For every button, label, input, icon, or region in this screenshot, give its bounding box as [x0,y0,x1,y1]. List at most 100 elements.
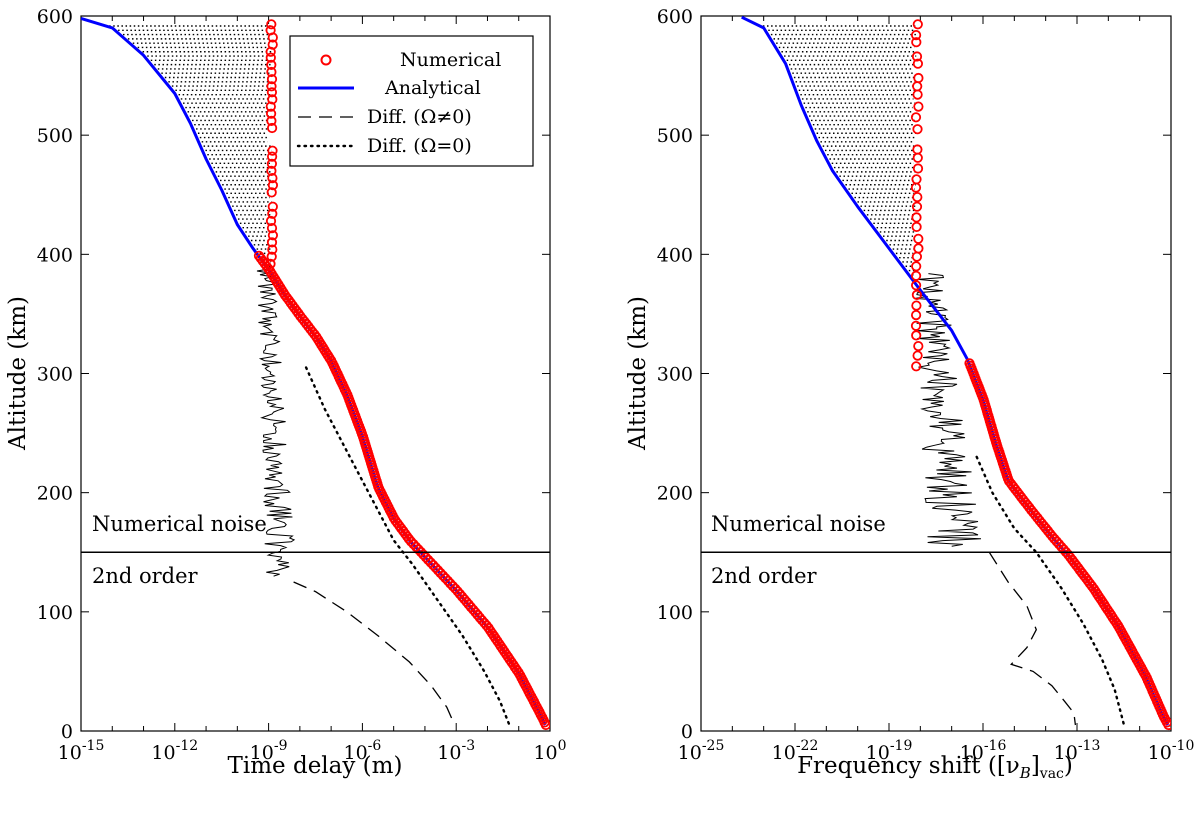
numerical-marker [910,280,922,291]
y-tick-label: 300 [657,364,693,386]
x-tick-label: 10-16 [960,738,1007,764]
numerical-marker [267,145,278,156]
numerical-marker [265,108,277,119]
x-tick-label: 10-6 [343,738,381,764]
y-tick-label: 0 [681,721,693,743]
region-label-second-order: 2nd order [711,564,818,588]
legend-marker-numerical [320,54,332,66]
numerical-marker [911,201,923,212]
numerical-marker [912,152,923,163]
y-axis-label: Altitude (km) [5,296,31,451]
numerical-marker [267,32,278,43]
numerical-marker [410,541,422,552]
numerical-marker [912,58,924,69]
numerical-marker [255,253,266,264]
region-label-numerical-noise: Numerical noise [711,512,886,536]
numerical-marker [266,59,277,71]
numerical-marker [267,94,278,105]
numerical-marker [911,174,922,185]
numerical-marker [911,221,922,232]
numerical-marker [267,208,278,219]
y-tick-label: 500 [37,125,73,147]
numerical-marker [910,270,922,281]
legend: Numerical Analytical Diff. (Ω≠0) Diff. (… [289,35,534,167]
numerical-marker [266,87,277,98]
x-tick-label: 10-15 [58,738,105,764]
numerical-marker [1005,478,1017,489]
x-axis-label: Time delay (m) [228,753,403,779]
numerical-marker [910,309,922,321]
diff-omega-nonzero-noise [914,273,982,547]
numerical-marker [266,115,277,127]
x-tick-label: 10-13 [1054,738,1101,764]
axis-ticks: 0 100 200 300 400 500 600 10-15 10-12 10-9 10-6 10-… [37,6,567,764]
legend-label-numerical: Numerical [400,49,501,71]
numerical-marker [910,29,922,41]
numerical-marker [911,300,922,311]
x-tick-label: 10-3 [437,738,475,764]
region-label-numerical-noise: Numerical noise [92,512,267,536]
numerical-marker [266,251,277,262]
numerical-marker [911,261,922,272]
legend-label-analytical: Analytical [384,77,481,99]
numerical-marker [910,320,922,331]
numerical-marker [266,237,278,248]
y-tick-label: 100 [37,602,73,624]
numerical-marker [266,81,277,92]
x-tick-label: 10-22 [772,738,819,764]
diff-omega-nonzero-noise [256,268,296,577]
numerical-marker [265,52,276,63]
numerical-marker [266,158,277,169]
numerical-marker [266,122,278,134]
numerical-marker [911,37,922,48]
x-tick-label: 10-19 [866,738,913,764]
numerical-marker [265,46,276,57]
numerical-marker [911,361,922,372]
x-tick-label: 10-12 [151,738,198,764]
numerical-marker [911,212,922,223]
x-tick-label: 10-9 [250,738,288,764]
numerical-marker [910,112,922,123]
numerical-marker [912,163,924,174]
numerical-marker [267,180,278,191]
numerical-marker [912,144,923,155]
y-tick-label: 600 [657,6,693,28]
legend-label-diff-omega-zero: Diff. (Ω=0) [367,135,472,157]
x-tick-label: 10-25 [678,738,725,764]
diff-omega-zero-line [304,366,511,727]
numerical-marker [912,89,923,100]
y-tick-label: 600 [37,6,73,28]
noise-lines [109,25,296,577]
x-tick-label: 100 [533,738,566,764]
numerical-marker [266,66,277,78]
numerical-marker [266,187,277,198]
numerical-marker [911,330,922,341]
numerical-marker [964,358,975,369]
numerical-marker [265,258,276,269]
numerical-marker [911,289,923,300]
numerical-marker [265,101,276,112]
numerical-marker [913,233,924,244]
numerical-marker [253,250,265,261]
y-tick-label: 400 [37,244,73,266]
diff-omega-nonzero-line [293,581,456,726]
numerical-marker [912,19,923,30]
y-tick-label: 300 [37,364,73,386]
numerical-marker [912,124,923,135]
numerical-marker [910,182,922,193]
numerical-marker [266,165,277,176]
x-axis-label: Frequency shift ([νB]vac) [797,753,1073,782]
numerical-marker [911,51,923,62]
numerical-marker [267,201,278,212]
numerical-markers [910,19,1171,731]
numerical-marker [267,230,278,241]
axis-ticks: 0 100 200 300 400 500 600 10-25 10-22 10-19 10-16 1… [657,6,1195,764]
numerical-marker [912,350,923,361]
numerical-marker [911,251,923,262]
y-tick-label: 200 [657,483,693,505]
x-tick-label: 10-10 [1148,738,1195,764]
series-lines [741,16,1170,727]
numerical-marker [913,340,924,352]
numerical-marker [913,72,924,84]
